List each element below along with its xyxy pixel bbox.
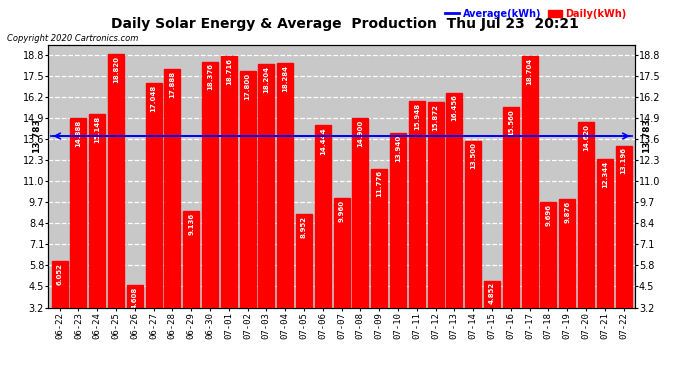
Bar [315, 125, 331, 359]
Text: 14.620: 14.620 [583, 124, 589, 151]
Text: 9.136: 9.136 [188, 213, 194, 235]
Bar [484, 281, 500, 359]
Bar [202, 62, 218, 359]
Legend: Average(kWh), Daily(kWh): Average(kWh), Daily(kWh) [442, 5, 630, 22]
Text: 13.940: 13.940 [395, 135, 401, 162]
Bar [277, 63, 293, 359]
Bar [446, 93, 462, 359]
Text: 13.783: 13.783 [642, 118, 651, 153]
Text: 17.048: 17.048 [150, 85, 157, 112]
Bar [146, 83, 161, 359]
Text: 15.948: 15.948 [414, 102, 420, 130]
Bar [390, 134, 406, 359]
Text: 13.500: 13.500 [470, 142, 476, 169]
Text: 18.820: 18.820 [113, 56, 119, 83]
Text: 14.900: 14.900 [357, 120, 364, 147]
Text: 9.960: 9.960 [339, 200, 344, 222]
Bar [408, 101, 425, 359]
Bar [333, 198, 350, 359]
Text: 17.800: 17.800 [244, 72, 250, 100]
Bar [503, 107, 519, 359]
Bar [296, 214, 312, 359]
Bar [70, 118, 86, 359]
Text: Daily Solar Energy & Average  Production  Thu Jul 23  20:21: Daily Solar Energy & Average Production … [111, 17, 579, 31]
Bar [239, 71, 255, 359]
Text: 13.196: 13.196 [620, 147, 627, 174]
Text: 12.344: 12.344 [602, 161, 608, 188]
Bar [221, 56, 237, 359]
Text: 16.456: 16.456 [451, 94, 457, 121]
Text: 4.608: 4.608 [132, 286, 138, 309]
Text: 18.204: 18.204 [264, 66, 269, 93]
Text: 9.876: 9.876 [564, 201, 570, 223]
Bar [522, 56, 538, 359]
Text: 14.888: 14.888 [75, 120, 81, 147]
Text: 18.716: 18.716 [226, 58, 232, 85]
Bar [127, 285, 143, 359]
Text: 13.783: 13.783 [32, 118, 41, 153]
Bar [428, 102, 444, 359]
Bar [164, 69, 180, 359]
Text: 15.560: 15.560 [508, 109, 514, 136]
Bar [353, 118, 368, 359]
Text: 18.376: 18.376 [207, 63, 213, 90]
Text: 9.696: 9.696 [545, 204, 551, 226]
Text: 18.704: 18.704 [526, 58, 533, 85]
Text: 11.776: 11.776 [376, 170, 382, 197]
Bar [465, 141, 481, 359]
Bar [371, 168, 387, 359]
Text: 15.148: 15.148 [94, 116, 100, 142]
Bar [89, 114, 105, 359]
Text: 15.872: 15.872 [433, 104, 439, 130]
Text: Copyright 2020 Cartronics.com: Copyright 2020 Cartronics.com [7, 34, 138, 43]
Bar [540, 202, 556, 359]
Text: 17.888: 17.888 [169, 71, 175, 98]
Bar [258, 64, 275, 359]
Bar [108, 54, 124, 359]
Bar [559, 200, 575, 359]
Bar [183, 211, 199, 359]
Text: 6.052: 6.052 [57, 263, 63, 285]
Bar [615, 146, 631, 359]
Text: 14.444: 14.444 [319, 127, 326, 154]
Text: 8.952: 8.952 [301, 216, 307, 238]
Text: 18.284: 18.284 [282, 65, 288, 92]
Bar [578, 123, 594, 359]
Text: 4.852: 4.852 [489, 282, 495, 304]
Bar [597, 159, 613, 359]
Bar [52, 261, 68, 359]
